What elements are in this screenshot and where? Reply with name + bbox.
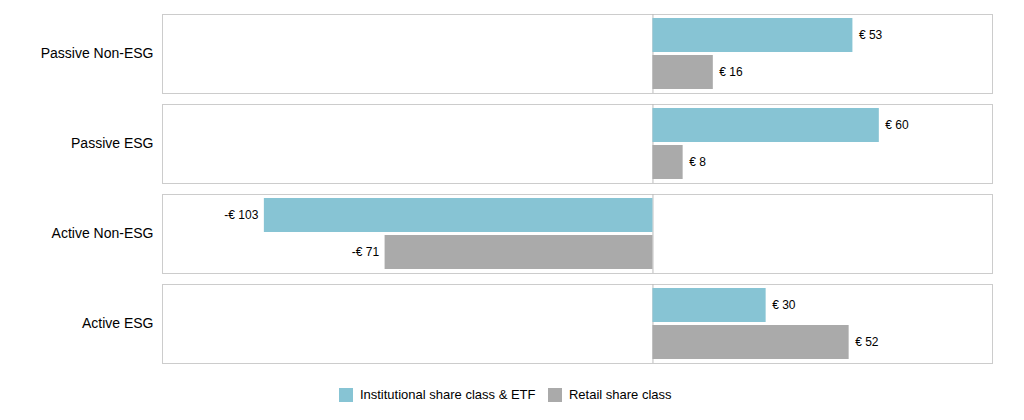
- svg-text:€ 53: € 53: [859, 28, 883, 42]
- svg-text:€ 52: € 52: [855, 335, 879, 349]
- svg-text:Active ESG: Active ESG: [82, 315, 154, 331]
- svg-text:Passive ESG: Passive ESG: [71, 135, 153, 151]
- html-text:Institutional share class & ET: Institutional share class & ETF: [359, 387, 536, 402]
- svg-text:€ 16: € 16: [719, 65, 743, 79]
- svg-text:€ 60: € 60: [885, 118, 909, 132]
- svg-text:€ 30: € 30: [772, 298, 796, 312]
- svg-text:Passive Non-ESG: Passive Non-ESG: [41, 45, 154, 61]
- svg-text:-€ 103: -€ 103: [224, 208, 258, 222]
- svg-text:€ 8: € 8: [689, 155, 706, 169]
- svg-text:Active Non-ESG: Active Non-ESG: [52, 225, 154, 241]
- svg-text:-€ 71: -€ 71: [352, 245, 380, 259]
- html-text:Retail share class: Retail share class: [569, 387, 672, 402]
